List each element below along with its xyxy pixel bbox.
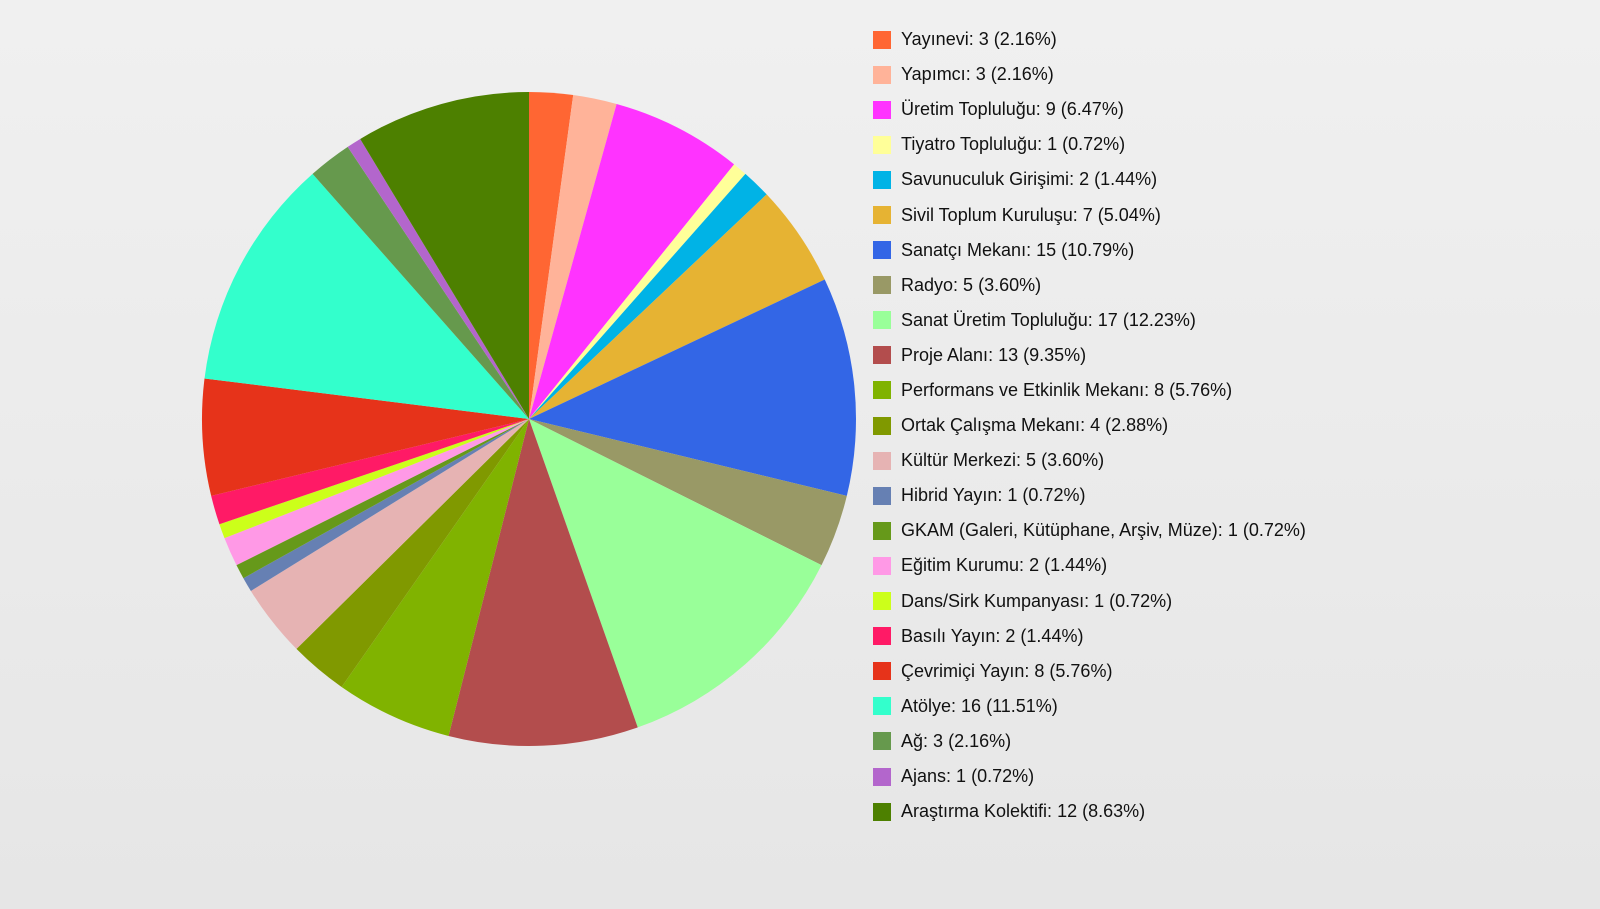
- legend-label: Üretim Topluluğu: 9 (6.47%): [901, 99, 1124, 120]
- legend-swatch: [873, 556, 891, 575]
- legend-item[interactable]: Yapımcı: 3 (2.16%): [873, 57, 1306, 92]
- legend-label: Ağ: 3 (2.16%): [901, 730, 1012, 751]
- legend-item[interactable]: Sanatçı Mekanı: 15 (10.79%): [873, 233, 1306, 268]
- legend-swatch: [873, 521, 891, 540]
- legend-label: Yapımcı: 3 (2.16%): [901, 64, 1054, 85]
- legend-item[interactable]: GKAM (Galeri, Kütüphane, Arşiv, Müze): 1…: [873, 513, 1306, 548]
- legend-swatch: [873, 30, 891, 49]
- legend-swatch: [873, 381, 891, 400]
- pie-slice[interactable]: [250, 419, 529, 649]
- pie-slice[interactable]: [529, 92, 574, 419]
- legend-item[interactable]: Yayınevi: 3 (2.16%): [873, 22, 1306, 57]
- pie-slice[interactable]: [312, 146, 529, 419]
- legend-swatch: [873, 241, 891, 260]
- pie-chart: [201, 92, 857, 747]
- legend-swatch: [873, 170, 891, 189]
- pie-slice[interactable]: [529, 164, 746, 419]
- pie-slice[interactable]: [529, 419, 847, 566]
- pie-slice[interactable]: [529, 279, 857, 496]
- legend-swatch: [873, 135, 891, 154]
- legend-item[interactable]: Ajans: 1 (0.72%): [873, 759, 1306, 794]
- legend-item[interactable]: Çevrimiçi Yayın: 8 (5.76%): [873, 654, 1306, 689]
- legend-item[interactable]: Sivil Toplum Kuruluşu: 7 (5.04%): [873, 197, 1306, 232]
- legend-swatch: [873, 206, 891, 225]
- legend-item[interactable]: Araştırma Kolektifi: 12 (8.63%): [873, 794, 1306, 829]
- pie-slice[interactable]: [219, 419, 529, 539]
- pie-slice[interactable]: [529, 194, 825, 419]
- legend-label: Sivil Toplum Kuruluşu: 7 (5.04%): [901, 204, 1161, 225]
- legend-swatch: [873, 416, 891, 435]
- legend-item[interactable]: Tiyatro Topluluğu: 1 (0.72%): [873, 127, 1306, 162]
- legend-label: Ortak Çalışma Mekanı: 4 (2.88%): [901, 415, 1169, 436]
- legend-label: Sanat Üretim Topluluğu: 17 (12.23%): [901, 309, 1196, 330]
- legend-label: Yayınevi: 3 (2.16%): [901, 29, 1057, 50]
- legend-swatch: [873, 767, 891, 786]
- pie-slice[interactable]: [296, 419, 529, 687]
- pie-slice[interactable]: [529, 173, 767, 419]
- legend-label: Basılı Yayın: 2 (1.44%): [901, 625, 1084, 646]
- legend-item[interactable]: Proje Alanı: 13 (9.35%): [873, 338, 1306, 373]
- legend-item[interactable]: Radyo: 5 (3.60%): [873, 268, 1306, 303]
- legend-swatch: [873, 662, 891, 681]
- legend-label: Çevrimiçi Yayın: 8 (5.76%): [901, 660, 1113, 681]
- pie-slice[interactable]: [243, 419, 529, 591]
- pie-slice[interactable]: [236, 419, 529, 579]
- legend-item[interactable]: Ortak Çalışma Mekanı: 4 (2.88%): [873, 408, 1306, 443]
- legend-item[interactable]: Kültür Merkezi: 5 (3.60%): [873, 443, 1306, 478]
- legend-swatch: [873, 311, 891, 330]
- legend-label: Performans ve Etkinlik Mekanı: 8 (5.76%): [901, 379, 1233, 400]
- pie-slice[interactable]: [204, 173, 530, 419]
- legend-item[interactable]: Sanat Üretim Topluluğu: 17 (12.23%): [873, 303, 1306, 338]
- legend-swatch: [873, 697, 891, 716]
- legend-swatch: [873, 627, 891, 646]
- pie-slice[interactable]: [360, 92, 529, 419]
- legend-label: Savunuculuk Girişimi: 2 (1.44%): [901, 169, 1158, 190]
- legend-label: Radyo: 5 (3.60%): [901, 274, 1042, 295]
- legend-label: Araştırma Kolektifi: 12 (8.63%): [901, 801, 1146, 822]
- legend-swatch: [873, 276, 891, 295]
- legend-swatch: [873, 592, 891, 611]
- legend-item[interactable]: Basılı Yayın: 2 (1.44%): [873, 619, 1306, 654]
- legend-item[interactable]: Atölye: 16 (11.51%): [873, 689, 1306, 724]
- legend-swatch: [873, 65, 891, 84]
- legend-label: GKAM (Galeri, Kütüphane, Arşiv, Müze): 1…: [901, 520, 1306, 541]
- legend-swatch: [873, 346, 891, 365]
- legend-label: Atölye: 16 (11.51%): [901, 695, 1058, 716]
- pie-slice[interactable]: [341, 419, 529, 736]
- pie-slice[interactable]: [529, 103, 735, 419]
- pie-slice[interactable]: [448, 419, 638, 747]
- legend-label: Ajans: 1 (0.72%): [901, 766, 1035, 787]
- legend: Yayınevi: 3 (2.16%) Yapımcı: 3 (2.16%) Üre…: [873, 22, 1306, 829]
- legend-label: Eğitim Kurumu: 2 (1.44%): [901, 555, 1108, 576]
- legend-label: Tiyatro Topluluğu: 1 (0.72%): [901, 134, 1126, 155]
- legend-swatch: [873, 802, 891, 821]
- legend-swatch: [873, 486, 891, 505]
- legend-label: Hibrid Yayın: 1 (0.72%): [901, 485, 1086, 506]
- pie-slice[interactable]: [224, 419, 529, 566]
- pie-slice[interactable]: [529, 419, 822, 728]
- pie-slice[interactable]: [201, 378, 529, 496]
- legend-item[interactable]: Savunuculuk Girişimi: 2 (1.44%): [873, 162, 1306, 197]
- pie-slice[interactable]: [347, 138, 529, 419]
- pie-slice[interactable]: [529, 95, 617, 419]
- legend-swatch: [873, 732, 891, 751]
- legend-item[interactable]: Performans ve Etkinlik Mekanı: 8 (5.76%): [873, 373, 1306, 408]
- legend-label: Sanatçı Mekanı: 15 (10.79%): [901, 239, 1135, 260]
- legend-item[interactable]: Ağ: 3 (2.16%): [873, 724, 1306, 759]
- legend-item[interactable]: Üretim Topluluğu: 9 (6.47%): [873, 92, 1306, 127]
- legend-label: Dans/Sirk Kumpanyası: 1 (0.72%): [901, 590, 1173, 611]
- legend-swatch: [873, 451, 891, 470]
- pie-slice[interactable]: [211, 419, 529, 525]
- legend-swatch: [873, 100, 891, 119]
- legend-label: Proje Alanı: 13 (9.35%): [901, 344, 1087, 365]
- legend-label: Kültür Merkezi: 5 (3.60%): [901, 450, 1105, 471]
- legend-item[interactable]: Dans/Sirk Kumpanyası: 1 (0.72%): [873, 584, 1306, 619]
- legend-item[interactable]: Hibrid Yayın: 1 (0.72%): [873, 478, 1306, 513]
- legend-item[interactable]: Eğitim Kurumu: 2 (1.44%): [873, 548, 1306, 583]
